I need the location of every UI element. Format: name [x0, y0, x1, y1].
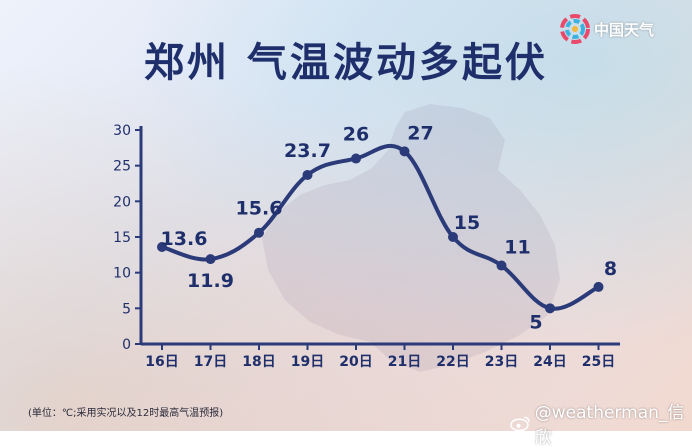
data-label: 26: [343, 124, 369, 146]
data-point: [593, 281, 604, 292]
data-points: [157, 146, 604, 314]
x-ticks: 16日 17日 18日 19日 20日 21日 22日 23日 24日 25日: [145, 344, 615, 370]
logo: 中国天气: [560, 14, 654, 44]
y-tick-label: 25: [113, 159, 131, 175]
data-point: [205, 254, 216, 265]
x-tick-label: 16日: [145, 354, 178, 370]
data-point: [157, 241, 167, 252]
credit-text: @weatherman_信欣: [534, 403, 685, 448]
chart: 0 5 10 15 20 25 30 16日 17日 18日 19日 20日 21日 22日 23日 24日…: [113, 104, 620, 372]
data-label: 11.9: [187, 270, 234, 292]
data-label: 13.6: [161, 228, 208, 250]
x-tick-label: 25日: [582, 354, 615, 370]
y-tick-label: 10: [113, 266, 131, 282]
weibo-icon: [510, 416, 530, 432]
data-point: [448, 232, 458, 242]
footnote: (单位：℃;采用实况以及12时最高气温预报): [28, 408, 224, 419]
data-label: 27: [407, 122, 433, 144]
data-point: [496, 260, 507, 271]
data-point: [399, 146, 410, 157]
pinwheel-logo-icon: [560, 14, 590, 44]
data-point: [254, 227, 264, 238]
background-overlay: [0, 0, 692, 431]
credit: @weatherman_信欣: [510, 398, 692, 448]
data-label: 23.7: [284, 140, 331, 162]
data-label: 11: [504, 237, 530, 259]
chart-title: 郑州 气温波动多起伏: [144, 39, 548, 86]
x-tick-label: 17日: [194, 354, 227, 370]
y-tick-label: 15: [113, 230, 131, 246]
series-line: [161, 143, 600, 311]
data-label: 15.6: [236, 198, 283, 220]
data-label: 15: [454, 212, 480, 234]
data-point: [351, 153, 361, 164]
y-tick-label: 5: [122, 301, 131, 317]
y-ticks: 0 5 10 15 20 25 30: [113, 123, 141, 353]
data-point: [302, 169, 313, 180]
data-label: 5: [529, 311, 542, 333]
data-label: 8: [604, 258, 617, 280]
data-labels: 13.6 11.9 15.6 23.7 26 27 15 11 5 8: [161, 122, 618, 333]
x-tick-label: 21日: [388, 354, 421, 370]
y-tick-label: 30: [113, 123, 131, 139]
x-tick-label: 19日: [291, 354, 324, 370]
y-tick-label: 20: [113, 194, 131, 210]
x-tick-label: 23日: [485, 354, 518, 370]
x-tick-label: 22日: [436, 354, 469, 370]
logo-text: 中国天气: [594, 20, 655, 39]
x-tick-label: 24日: [533, 354, 566, 370]
henan-map-silhouette: [262, 104, 560, 372]
x-tick-label: 20日: [339, 354, 372, 370]
y-tick-label: 0: [122, 337, 131, 353]
x-tick-label: 18日: [242, 354, 275, 370]
data-point: [545, 303, 555, 314]
